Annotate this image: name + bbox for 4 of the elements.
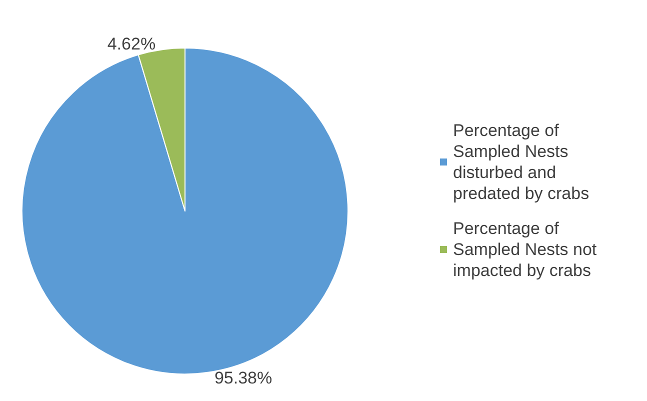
legend-label: Percentage of Sampled Nests disturbed and predated by crabs bbox=[453, 121, 590, 203]
data-label: 95.38% bbox=[214, 368, 272, 388]
legend-label: Percentage of Sampled Nests not impacted by crabs bbox=[453, 219, 602, 280]
data-label: 4.62% bbox=[107, 34, 156, 54]
